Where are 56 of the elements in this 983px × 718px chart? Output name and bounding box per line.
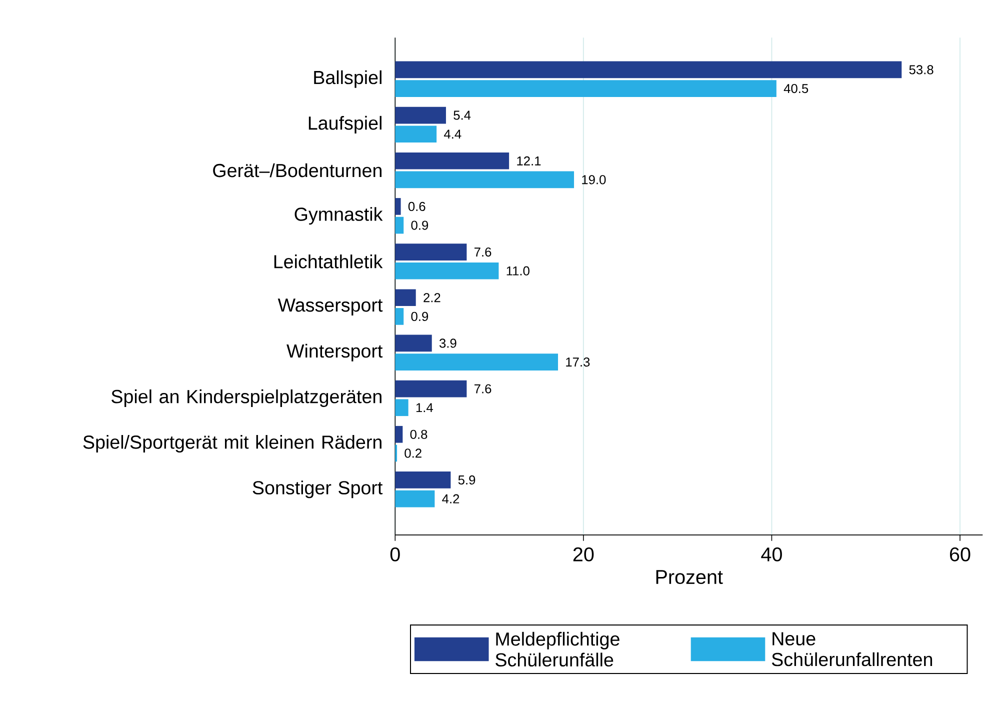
bar [395, 216, 404, 234]
x-tick-label: 20 [573, 547, 594, 562]
data-label: 0.9 [411, 312, 428, 321]
bar [395, 490, 435, 508]
data-label: 17.3 [566, 357, 590, 366]
data-label: 0.2 [404, 448, 422, 458]
bar [395, 126, 437, 142]
data-label: 5.9 [458, 475, 476, 484]
bar [395, 471, 451, 488]
data-label: 2.2 [424, 293, 440, 302]
x-tick-label: 60 [950, 547, 970, 562]
data-label: 12.1 [517, 156, 541, 166]
y-tick-label: Gerät–/Bodenturnen [213, 163, 382, 178]
bar [395, 380, 467, 398]
y-tick-label: Wassersport [278, 298, 383, 316]
legend-label: Neue Schülerunfallrenten [772, 632, 932, 666]
data-label: 3.9 [439, 338, 456, 348]
bar [395, 354, 558, 370]
y-tick-label: Wintersport [286, 344, 383, 362]
legend-label: Meldepflichtige Schülerunfälle [496, 632, 620, 666]
bar [395, 80, 776, 97]
x-tick-label: 0 [390, 547, 400, 562]
bar [395, 244, 467, 260]
x-tick-label: 40 [761, 547, 782, 562]
data-label: 1.4 [416, 403, 433, 412]
bar [395, 308, 404, 325]
y-tick-label: Spiel an Kinderspielplatzgeräten [112, 389, 382, 407]
bar [395, 289, 416, 306]
bar [395, 262, 499, 280]
y-tick-label: Laufspiel [308, 116, 382, 134]
data-label: 19.0 [582, 175, 606, 184]
bar [395, 61, 902, 78]
data-label: 5.4 [454, 110, 471, 120]
data-label: 7.6 [474, 384, 492, 394]
data-label: 0.6 [408, 202, 426, 211]
data-label: 40.5 [784, 84, 808, 93]
y-tick-label: Ballspiel [314, 70, 382, 88]
bar [395, 334, 432, 352]
bar [395, 399, 408, 416]
x-axis-title: Prozent [656, 570, 723, 584]
bar [395, 106, 446, 124]
data-label: 4.2 [442, 494, 460, 504]
bar [395, 198, 401, 215]
bar [395, 426, 403, 443]
y-tick-label: Spiel/Sportgerät mit kleinen Rädern [83, 434, 382, 452]
y-tick-label: Gymnastik [294, 206, 383, 225]
data-label: 0.8 [410, 430, 428, 439]
bar [395, 171, 574, 188]
data-label: 11.0 [506, 266, 530, 276]
data-label: 0.9 [411, 220, 428, 230]
data-label: 7.6 [474, 247, 492, 256]
bar [395, 152, 510, 170]
data-label: 4.4 [444, 130, 462, 138]
y-tick-label: Leichtathletik [274, 254, 383, 268]
y-tick-label: Sonstiger Sport [252, 480, 383, 498]
data-label: 53.8 [909, 65, 934, 74]
